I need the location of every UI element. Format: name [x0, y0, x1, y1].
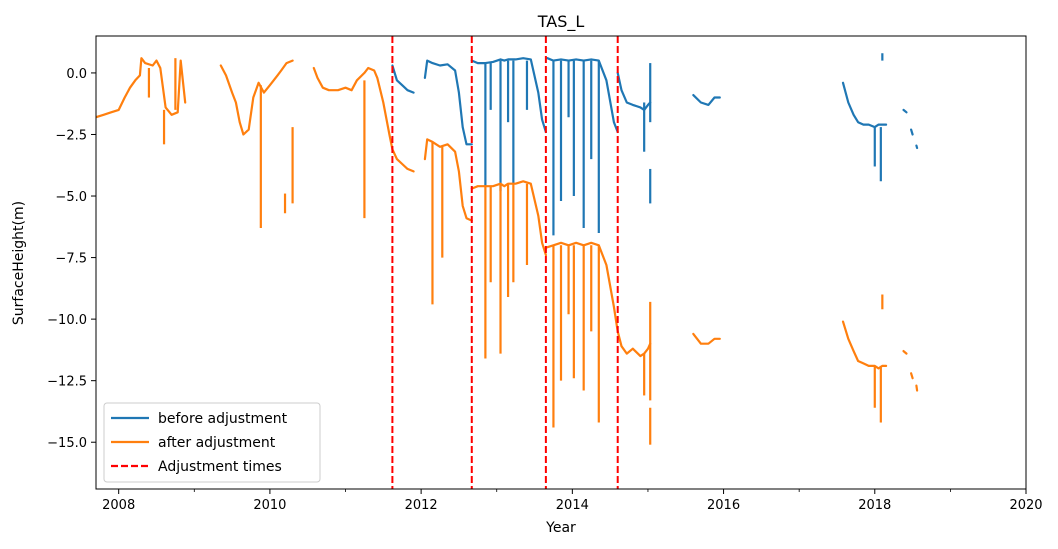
- series-after-adjustment-segment-2: [312, 66, 394, 151]
- legend-label-after-adjustment: after adjustment: [158, 435, 276, 451]
- series-before-adjustment-segment-6: [841, 81, 888, 129]
- series-after-adjustment-segment-3: [391, 148, 415, 173]
- x-tick-label-2020: 2020: [1009, 498, 1042, 513]
- plot-frame: [95, 35, 1027, 490]
- series-before-adjustment-segment-7: [902, 108, 908, 114]
- y-tick-label-3: −7.5: [55, 252, 87, 267]
- y-tick-label-2: −5.0: [55, 190, 87, 205]
- series-after-adjustment-segment-6: [544, 241, 652, 358]
- y-tick-label-6: −15.0: [47, 436, 87, 451]
- x-tick-label-2008: 2008: [102, 498, 135, 513]
- y-axis-label: SurfaceHeight(m): [11, 201, 27, 325]
- series-after-adjustment-segment-7: [692, 332, 721, 345]
- series-before-adjustment-segment-5: [692, 94, 721, 106]
- series-after-adjustment-segment-4: [423, 138, 473, 222]
- y-tick-label-1: −2.5: [55, 128, 87, 143]
- plot-area: [96, 36, 919, 489]
- x-tick-label-2010: 2010: [253, 498, 286, 513]
- x-tick-label-2016: 2016: [707, 498, 740, 513]
- series-after-adjustment-segment-1: [219, 59, 294, 136]
- x-tick-label-2014: 2014: [556, 498, 589, 513]
- series-after-adjustment-segment-0: [96, 57, 187, 119]
- series-before-adjustment-segment-8: [910, 128, 914, 136]
- series-before-adjustment-segment-4: [616, 71, 652, 111]
- x-tick-label-2018: 2018: [858, 498, 891, 513]
- y-tick-label-0: 0.0: [66, 67, 87, 82]
- series-before-adjustment-segment-1: [423, 59, 473, 146]
- series-after-adjustment-segment-11: [915, 384, 919, 392]
- series-after-adjustment-segment-10: [910, 372, 914, 380]
- x-axis-label: Year: [545, 520, 576, 536]
- series-after-adjustment-segment-8: [841, 320, 888, 370]
- series-before-adjustment-segment-9: [915, 144, 919, 150]
- series-before-adjustment-segment-3: [546, 57, 619, 134]
- legend-label-before-adjustment: before adjustment: [158, 411, 288, 427]
- y-tick-label-4: −10.0: [47, 313, 87, 328]
- legend-label-Adjustment-times: Adjustment times: [158, 459, 282, 475]
- y-tick-label-5: −12.5: [47, 375, 87, 390]
- legend-box: [103, 402, 321, 483]
- chart-title: TAS_L: [537, 12, 585, 32]
- series-after-adjustment-segment-9: [902, 350, 908, 355]
- series-before-adjustment-segment-0: [391, 64, 415, 94]
- x-tick-label-2012: 2012: [405, 498, 438, 513]
